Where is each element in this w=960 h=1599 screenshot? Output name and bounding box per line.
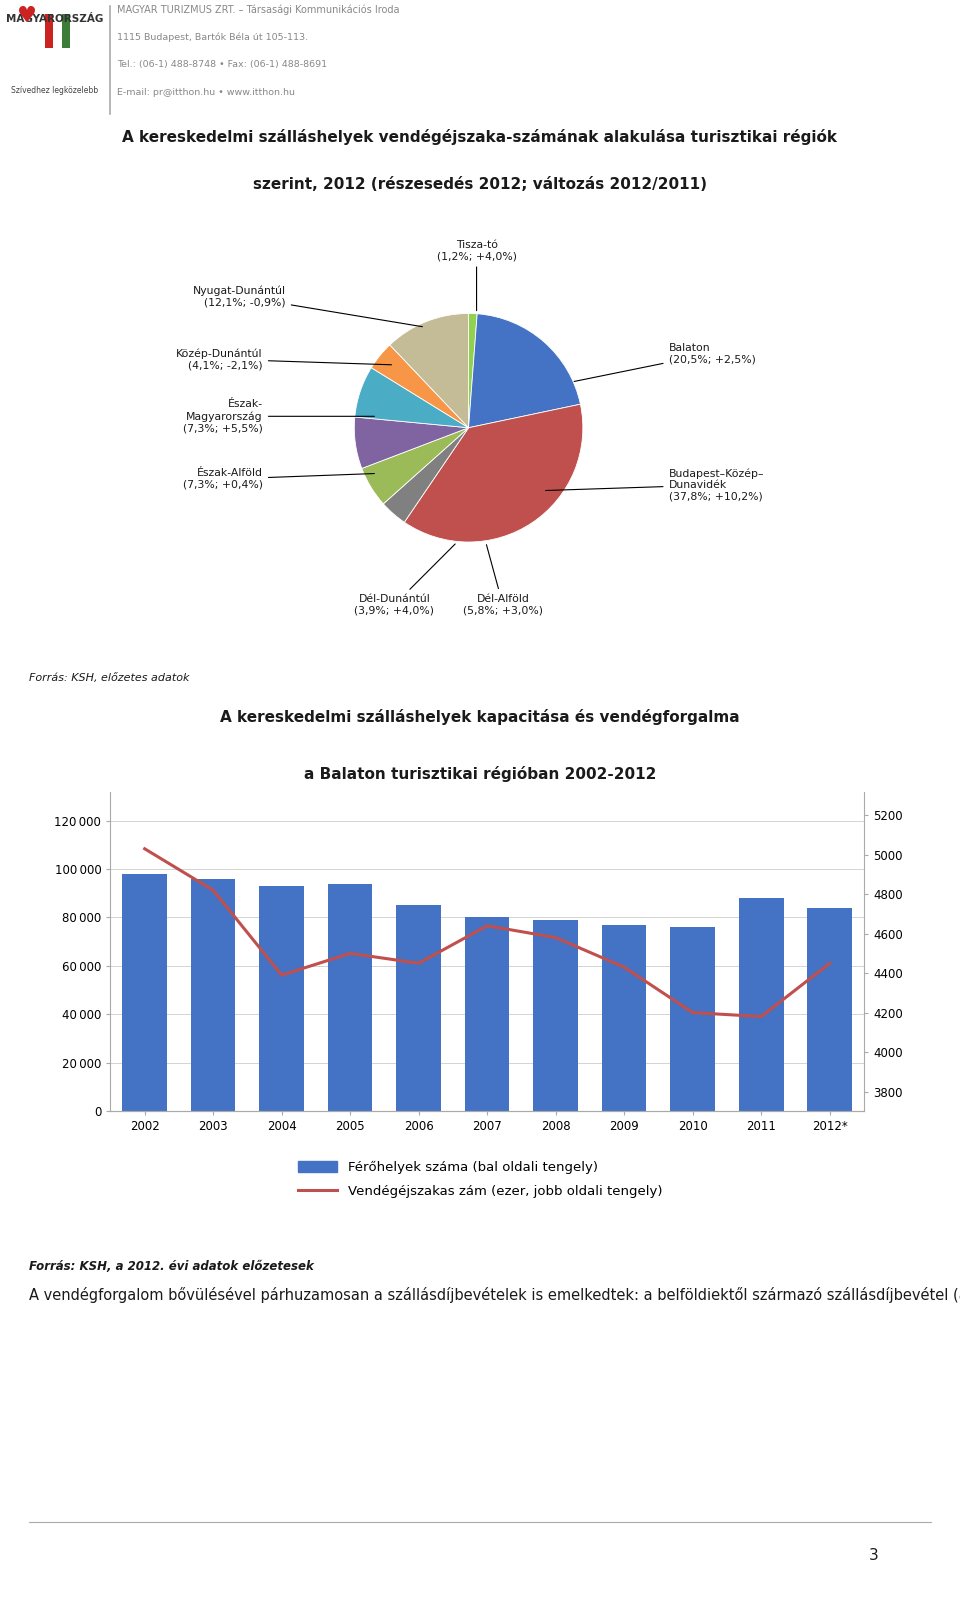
Text: Szívedhez legközelebb: Szívedhez legközelebb	[12, 86, 98, 96]
FancyBboxPatch shape	[54, 14, 61, 48]
Text: Tisza-tó
(1,2%; +4,0%): Tisza-tó (1,2%; +4,0%)	[437, 240, 516, 310]
Text: Dél-Dunántúl
(3,9%; +4,0%): Dél-Dunántúl (3,9%; +4,0%)	[354, 544, 455, 616]
Text: A kereskedelmi szálláshelyek kapacitása és vendégforgalma: A kereskedelmi szálláshelyek kapacitása …	[220, 708, 740, 724]
Wedge shape	[468, 313, 477, 429]
Bar	[122, 875, 167, 1111]
Text: A vendégforgalom bővülésével párhuzamosan a szállásdíjbevételek is emelkedtek: a: A vendégforgalom bővülésével párhuzamosa…	[29, 1287, 960, 1303]
Legend: Férőhelyek száma (bal oldali tengely), Vendégéjszakas zám (ezer, jobb oldali ten: Férőhelyek száma (bal oldali tengely), V…	[293, 1156, 667, 1202]
Text: Balaton
(20,5%; +2,5%): Balaton (20,5%; +2,5%)	[574, 342, 756, 382]
Text: Budapest–Közép–
Dunavidék
(37,8%; +10,2%): Budapest–Közép– Dunavidék (37,8%; +10,2%…	[545, 469, 764, 502]
Text: A kereskedelmi szálláshelyek vendégéjszaka-számának alakulása turisztikai régiók: A kereskedelmi szálláshelyek vendégéjsza…	[123, 128, 837, 146]
Wedge shape	[354, 417, 468, 469]
Text: MAGYAR TURIZMUS ZRT. – Társasági Kommunikációs Iroda: MAGYAR TURIZMUS ZRT. – Társasági Kommuni…	[117, 5, 399, 16]
Text: Forrás: KSH, előzetes adatok: Forrás: KSH, előzetes adatok	[29, 673, 189, 683]
Bar	[259, 886, 304, 1111]
Wedge shape	[355, 368, 468, 429]
Wedge shape	[383, 429, 468, 523]
Text: 1115 Budapest, Bartók Béla út 105-113.: 1115 Budapest, Bartók Béla út 105-113.	[117, 32, 308, 42]
Text: MAGYARORSZÁG: MAGYARORSZÁG	[6, 14, 104, 24]
Text: Tel.: (06-1) 488-8748 • Fax: (06-1) 488-8691: Tel.: (06-1) 488-8748 • Fax: (06-1) 488-…	[117, 61, 327, 69]
Text: ♥: ♥	[17, 6, 36, 26]
Wedge shape	[404, 405, 583, 542]
Bar	[670, 927, 715, 1111]
Text: szerint, 2012 (részesedés 2012; változás 2012/2011): szerint, 2012 (részesedés 2012; változás…	[253, 177, 707, 192]
Text: Dél-Alföld
(5,8%; +3,0%): Dél-Alföld (5,8%; +3,0%)	[463, 545, 542, 616]
Bar	[191, 879, 235, 1111]
Text: Észak-
Magyarország
(7,3%; +5,5%): Észak- Magyarország (7,3%; +5,5%)	[183, 400, 374, 433]
FancyBboxPatch shape	[45, 14, 53, 48]
Text: Nyugat-Dunántúl
(12,1%; -0,9%): Nyugat-Dunántúl (12,1%; -0,9%)	[193, 285, 422, 326]
Text: Közép-Dunántúl
(4,1%; -2,1%): Közép-Dunántúl (4,1%; -2,1%)	[177, 349, 392, 371]
Bar	[328, 884, 372, 1111]
Wedge shape	[468, 313, 581, 429]
Bar	[602, 924, 646, 1111]
Bar	[396, 905, 441, 1111]
Wedge shape	[390, 313, 468, 429]
Bar	[807, 908, 852, 1111]
FancyBboxPatch shape	[62, 14, 70, 48]
Wedge shape	[362, 429, 468, 504]
Text: a Balaton turisztikai régióban 2002-2012: a Balaton turisztikai régióban 2002-2012	[303, 766, 657, 782]
Text: Észak-Alföld
(7,3%; +0,4%): Észak-Alföld (7,3%; +0,4%)	[182, 469, 374, 489]
Bar	[534, 919, 578, 1111]
Wedge shape	[372, 345, 468, 429]
Text: Forrás: KSH, a 2012. évi adatok előzetesek: Forrás: KSH, a 2012. évi adatok előzetes…	[29, 1260, 314, 1273]
Bar	[739, 899, 783, 1111]
Text: E-mail: pr@itthon.hu • www.itthon.hu: E-mail: pr@itthon.hu • www.itthon.hu	[117, 88, 295, 96]
Bar	[465, 918, 510, 1111]
Text: 3: 3	[869, 1548, 878, 1562]
